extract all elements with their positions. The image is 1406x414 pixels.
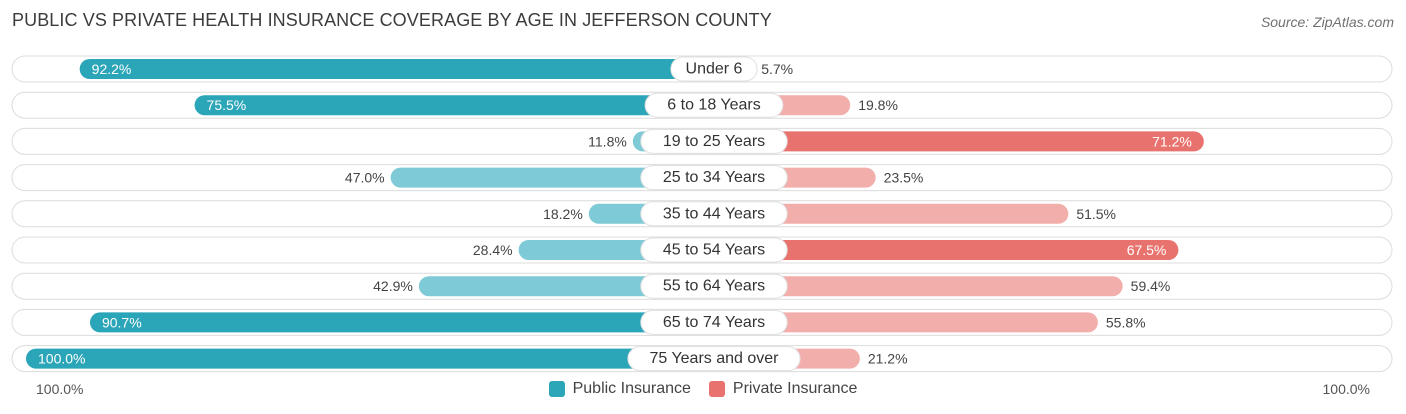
category-label: 35 to 44 Years [663, 205, 765, 222]
public-bar [79, 59, 714, 79]
public-value-label: 18.2% [543, 206, 583, 222]
category-label: 45 to 54 Years [663, 242, 765, 259]
public-value-label: 75.5% [207, 97, 247, 113]
chart-title: PUBLIC VS PRIVATE HEALTH INSURANCE COVER… [12, 10, 772, 30]
category-pill [640, 128, 788, 154]
public-value-label: 47.0% [345, 170, 385, 186]
private-bar [714, 203, 1069, 224]
axis-right-label: 100.0% [1322, 381, 1370, 397]
public-value-label: 100.0% [38, 351, 85, 367]
public-value-label: 28.4% [473, 242, 513, 258]
public-value-label: 11.8% [588, 133, 627, 149]
category-pill [670, 56, 758, 82]
private-value-label: 51.5% [1076, 206, 1116, 222]
category-label: 75 Years and over [650, 350, 780, 367]
public-bar [418, 276, 714, 297]
category-label: 65 to 74 Years [663, 314, 765, 331]
category-pill [640, 273, 788, 299]
category-pill [627, 346, 801, 372]
private-bar [714, 240, 1179, 260]
private-value-label: 19.8% [858, 97, 898, 113]
category-pill [644, 92, 784, 118]
legend-item-private: Private Insurance [708, 380, 858, 398]
category-label: 19 to 25 Years [663, 133, 765, 150]
category-pill [640, 237, 788, 263]
private-value-label: 55.8% [1106, 314, 1146, 330]
category-label: Under 6 [686, 61, 743, 78]
private-bar [714, 312, 1098, 333]
chart-canvas: 92.2% 5.7% Under 6 75.5% 19.8% 6 to 18 Years 1… [11, 55, 1393, 373]
category-label: 6 to 18 Years [667, 97, 760, 114]
category-label: 25 to 34 Years [663, 169, 765, 186]
category-pill [640, 201, 788, 227]
public-value-label: 90.7% [102, 314, 142, 330]
private-value-label: 67.5% [1127, 242, 1167, 258]
public-bar [89, 312, 714, 333]
public-bar [194, 95, 714, 116]
chart-source: Source: ZipAtlas.com [1260, 14, 1394, 30]
public-bar [26, 348, 714, 369]
category-pill [640, 309, 788, 335]
legend: Public Insurance Private Insurance [0, 380, 1406, 398]
legend-swatch-private [708, 381, 725, 397]
private-value-label: 23.5% [884, 170, 924, 186]
private-bar [714, 131, 1204, 152]
category-pill [640, 165, 788, 191]
legend-label-private: Private Insurance [732, 380, 858, 397]
legend-label-public: Public Insurance [572, 380, 691, 397]
axis-left-label: 100.0% [36, 381, 84, 397]
legend-item-public: Public Insurance [548, 380, 691, 398]
private-bar [714, 276, 1123, 297]
private-value-label: 59.4% [1131, 278, 1171, 294]
private-value-label: 71.2% [1152, 133, 1192, 149]
private-value-label: 21.2% [868, 351, 908, 367]
public-value-label: 92.2% [92, 61, 132, 77]
legend-swatch-public [548, 381, 565, 397]
public-bar [390, 167, 714, 188]
public-value-label: 42.9% [373, 278, 413, 294]
private-value-label: 5.7% [761, 61, 793, 77]
category-label: 55 to 64 Years [663, 278, 765, 295]
